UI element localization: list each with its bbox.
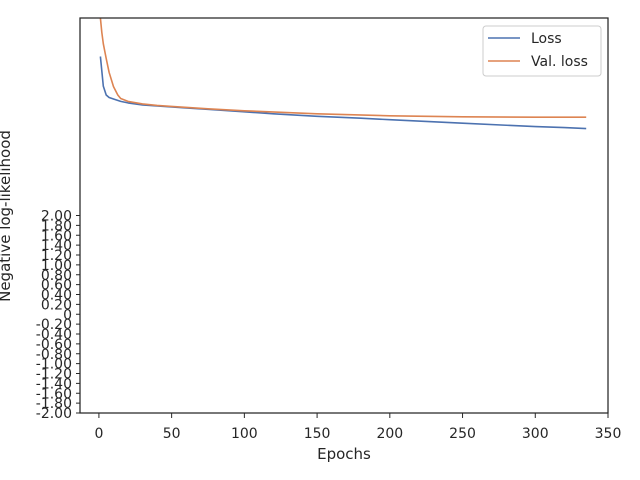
y-tick-label: -2.00 xyxy=(36,406,72,422)
x-tick-label: 300 xyxy=(522,426,549,442)
y-tick-label: 1.00 xyxy=(41,258,72,274)
y-tick-label: -0.80 xyxy=(36,347,72,363)
y-tick-label: 1.60 xyxy=(41,228,72,244)
y-tick-label: -0.40 xyxy=(36,327,72,343)
y-tick-label: -0.60 xyxy=(36,337,72,353)
y-tick-label: 0.80 xyxy=(41,268,72,284)
plot-background xyxy=(80,18,608,413)
y-tick-label: -1.60 xyxy=(36,386,72,402)
x-tick-label: 50 xyxy=(163,426,181,442)
y-tick-label: -1.40 xyxy=(36,376,72,392)
x-tick-label: 0 xyxy=(94,426,103,442)
y-tick-label: 2.00 xyxy=(41,209,72,225)
y-tick-label: -1.80 xyxy=(36,396,72,412)
y-axis-label: Negative log-likelihood xyxy=(0,130,14,302)
y-tick-label: 0 xyxy=(63,307,72,323)
series-line-val-loss xyxy=(99,17,587,118)
y-ticks: -2.00-1.80-1.60-1.40-1.20-1.00-0.80-0.60… xyxy=(36,209,80,422)
y-tick-label: 0.20 xyxy=(41,297,72,313)
x-tick-label: 250 xyxy=(449,426,476,442)
y-tick-label: 0.60 xyxy=(41,278,72,294)
y-tick-label: -0.20 xyxy=(36,317,72,333)
x-axis-label: Epochs xyxy=(317,445,371,463)
plot-frame xyxy=(79,17,609,414)
legend: Loss Val. loss xyxy=(482,25,602,77)
x-tick-label: 100 xyxy=(231,426,258,442)
x-ticks: 0 50 100 150 200 250 300 350 xyxy=(94,413,621,442)
y-tick-label: -1.20 xyxy=(36,367,72,383)
series-layer xyxy=(99,17,587,130)
x-tick-label: 200 xyxy=(376,426,403,442)
x-tick-label: 150 xyxy=(304,426,331,442)
x-tick-label: 350 xyxy=(595,426,622,442)
y-tick-label: 1.20 xyxy=(41,248,72,264)
y-tick-label: -1.00 xyxy=(36,357,72,373)
y-tick-label: 1.80 xyxy=(41,218,72,234)
y-tick-label: 0.40 xyxy=(41,288,72,304)
legend-label-val-loss: Val. loss xyxy=(531,54,588,70)
y-tick-label: 1.40 xyxy=(41,238,72,254)
legend-label-loss: Loss xyxy=(531,31,562,47)
